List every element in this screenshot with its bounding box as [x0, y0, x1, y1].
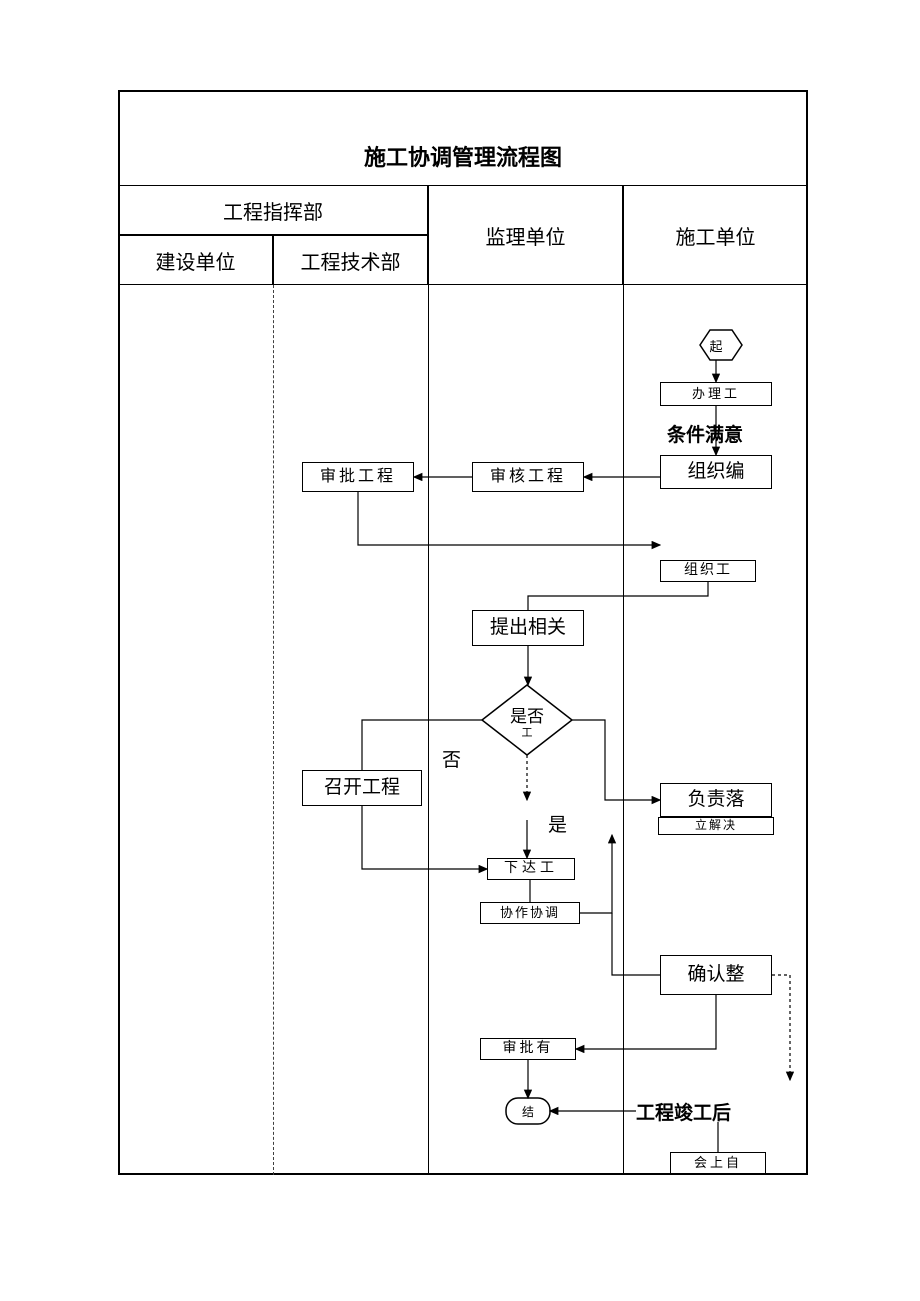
node-n2: 组织编 — [660, 455, 772, 489]
diagram-title: 施工协调管理流程图 — [118, 140, 808, 172]
label-yes: 是 — [548, 810, 567, 837]
header-hq: 工程指挥部 — [118, 185, 428, 235]
node-n12: 审批有 — [480, 1038, 576, 1060]
lane-divider-1 — [273, 285, 274, 1175]
node-start-label: 起 — [691, 336, 741, 355]
node-n1: 办理工 — [660, 382, 772, 406]
node-n3: 审核工程 — [472, 462, 584, 492]
lane-divider-2 — [428, 285, 429, 1175]
header-sup: 监理单位 — [428, 185, 623, 285]
node-n5: 组织工 — [660, 560, 756, 582]
node-n4: 审批工程 — [302, 462, 414, 492]
node-end-label: 结 — [506, 1103, 550, 1120]
node-n8b: 立解决 — [658, 817, 774, 835]
header-tech: 工程技术部 — [273, 235, 428, 285]
label-n13: 工程竣工后 — [636, 1098, 731, 1125]
node-n7: 召开工程 — [302, 770, 422, 806]
lane-divider-3 — [623, 285, 624, 1175]
label-cond: 条件满意 — [640, 420, 770, 447]
label-no: 否 — [442, 745, 461, 772]
header-build: 建设单位 — [118, 235, 273, 285]
node-n14: 会上自 — [670, 1152, 766, 1174]
node-n10: 协作协调 — [480, 902, 580, 924]
node-n11: 确认整 — [660, 955, 772, 995]
node-n9: 下达工 — [487, 858, 575, 880]
node-n8: 负责落 — [660, 783, 772, 817]
node-decision-sublabel: 工 — [482, 724, 572, 740]
node-n6: 提出相关 — [472, 610, 584, 646]
header-con: 施工单位 — [623, 185, 808, 285]
